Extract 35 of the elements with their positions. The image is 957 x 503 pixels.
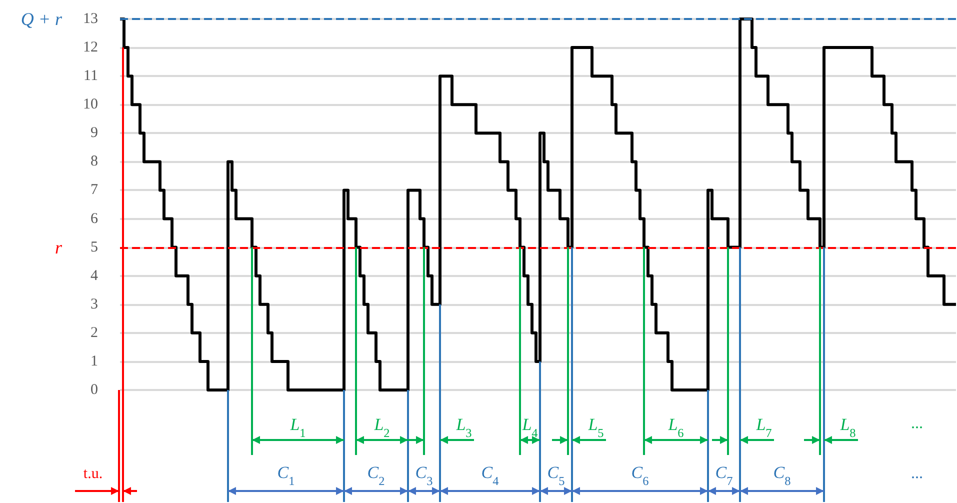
y-tick-label: 10 <box>83 96 98 113</box>
text: L$_{4}$ <box>521 415 538 440</box>
text: C$_{6}$ <box>631 463 649 488</box>
ref-line-label: r <box>54 237 63 258</box>
text: L$_{2}$ <box>373 415 390 440</box>
text: ... <box>911 415 923 432</box>
y-tick-label: 11 <box>84 68 98 84</box>
text: C$_{4}$ <box>481 463 499 488</box>
y-tick-label: 5 <box>90 239 98 256</box>
text: L$_{3}$ <box>455 415 472 440</box>
text: t.u. <box>83 466 103 482</box>
y-tick-label: 6 <box>90 210 98 227</box>
y-tick-label: 2 <box>90 324 98 341</box>
y-tick-label: 0 <box>90 382 98 398</box>
text: ... <box>911 465 923 482</box>
y-tick-label: 12 <box>83 40 98 56</box>
text: C$_{7}$ <box>715 463 733 488</box>
y-tick-label: 1 <box>90 353 98 370</box>
text: C$_{8}$ <box>773 463 791 488</box>
text: L$_{8}$ <box>839 415 856 440</box>
text: C$_{5}$ <box>547 463 565 488</box>
y-tick-label: 8 <box>90 154 98 170</box>
text: C$_{2}$ <box>367 463 385 488</box>
y-tick-label: 9 <box>90 125 98 142</box>
ref-line-label: Q + r <box>20 9 63 29</box>
y-tick-label: 4 <box>90 268 98 284</box>
text: C$_{3}$ <box>415 463 433 488</box>
text: C$_{1}$ <box>277 463 295 488</box>
y-tick-label: 3 <box>90 296 98 312</box>
text: L$_{5}$ <box>587 415 604 440</box>
text: L$_{7}$ <box>755 415 772 440</box>
y-tick-label: 7 <box>90 182 98 198</box>
text: L$_{1}$ <box>289 415 306 440</box>
y-tick-label: 13 <box>83 11 98 27</box>
text: L$_{6}$ <box>667 415 684 440</box>
